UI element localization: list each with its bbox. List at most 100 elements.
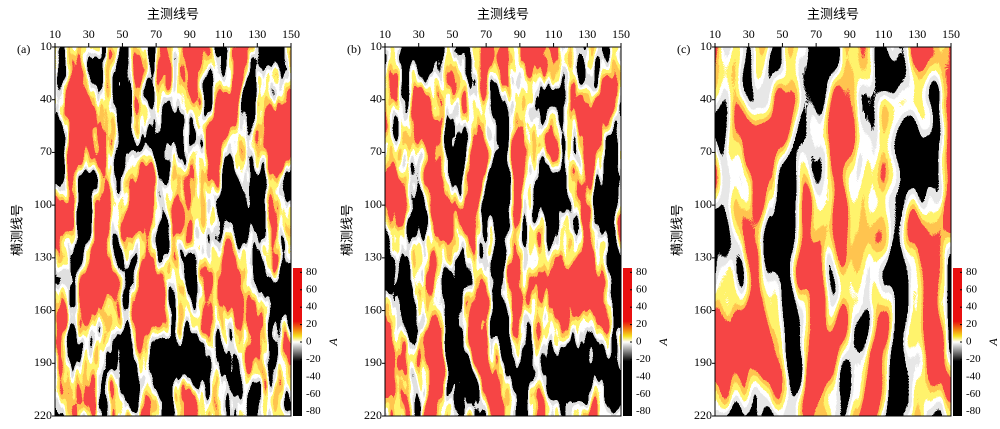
x-tick-label: 10 <box>709 27 721 41</box>
colorbar-tick-label: 60 <box>966 283 978 295</box>
x-tick-label: 70 <box>150 27 162 41</box>
y-tick-label: 160 <box>364 302 382 316</box>
attribute-map <box>715 47 951 416</box>
y-tick-label: 220 <box>34 408 52 422</box>
colorbar-tick-label: -20 <box>636 353 651 365</box>
y-tick-label: 100 <box>34 197 52 211</box>
y-tick-label: 70 <box>700 144 712 158</box>
colorbar-tick-label: -40 <box>636 370 651 382</box>
colorbar-tick-label: 0 <box>306 336 312 348</box>
x-tick-label: 90 <box>184 27 196 41</box>
x-tick-label: 70 <box>480 27 492 41</box>
colorbar-tick-label: 80 <box>966 266 978 278</box>
y-tick-label: 10 <box>40 39 52 53</box>
x-tick-label: 90 <box>514 27 526 41</box>
y-tick-label: 100 <box>364 197 382 211</box>
colorbar <box>623 268 632 416</box>
colorbar-tick-label: 80 <box>306 266 318 278</box>
x-tick-label: 10 <box>379 27 391 41</box>
x-tick-label: 110 <box>545 27 563 41</box>
colorbar-tick-label: 60 <box>306 283 318 295</box>
colorbar-tick-label: 80 <box>636 266 648 278</box>
y-tick-label: 220 <box>694 408 712 422</box>
colorbar-tick-label: 40 <box>306 301 318 313</box>
colorbar <box>953 268 962 416</box>
x-tick-label: 70 <box>810 27 822 41</box>
y-tick-label: 70 <box>40 144 52 158</box>
colorbar-tick-label: 20 <box>636 318 648 330</box>
colorbar-tick-label: 0 <box>966 336 972 348</box>
y-tick-label: 220 <box>364 408 382 422</box>
panel: 主测线号 (c) 横测线号 10 30 50 70 90 110 130 150 10 40 70 100 1… <box>671 8 1000 422</box>
y-tick-label: 130 <box>34 250 52 264</box>
colorbar-tick-label: -80 <box>306 405 321 417</box>
panel-label: (a) <box>17 42 30 56</box>
colorbar-title: A <box>986 338 1000 347</box>
x-tick-label: 110 <box>215 27 233 41</box>
x-axis-title: 主测线号 <box>477 8 529 23</box>
x-tick-label: 90 <box>844 27 856 41</box>
panel: 主测线号 (b) 横测线号 10 30 50 70 90 110 130 150 10 40 70 100 1… <box>341 8 670 422</box>
x-tick-label: 130 <box>248 27 266 41</box>
x-tick-label: 150 <box>942 27 960 41</box>
colorbar <box>293 268 302 416</box>
y-axis-title: 横测线号 <box>341 204 356 256</box>
colorbar-title: A <box>656 338 670 347</box>
colorbar-tick-label: 20 <box>966 318 978 330</box>
x-tick-label: 130 <box>578 27 596 41</box>
colorbar-tick-label: 60 <box>636 283 648 295</box>
x-tick-label: 50 <box>776 27 788 41</box>
y-axis-title: 横测线号 <box>671 204 686 256</box>
colorbar-tick-label: -60 <box>306 388 321 400</box>
colorbar-tick-label: -20 <box>966 353 981 365</box>
colorbar-tick-label: 40 <box>966 301 978 313</box>
colorbar-tick-label: -40 <box>966 370 981 382</box>
attribute-map <box>385 47 621 416</box>
colorbar-tick-label: -40 <box>306 370 321 382</box>
y-tick-label: 40 <box>370 91 382 105</box>
colorbar-tick-label: -60 <box>636 388 651 400</box>
x-tick-label: 50 <box>116 27 128 41</box>
x-tick-label: 10 <box>49 27 61 41</box>
colorbar-tick-label: 20 <box>306 318 318 330</box>
panel-label: (b) <box>347 42 361 56</box>
colorbar-title: A <box>326 338 340 347</box>
y-tick-label: 190 <box>364 355 382 369</box>
x-tick-label: 130 <box>908 27 926 41</box>
plot-frame <box>384 46 622 417</box>
colorbar-tick-label: -80 <box>636 405 651 417</box>
y-tick-label: 10 <box>370 39 382 53</box>
y-tick-label: 130 <box>364 250 382 264</box>
y-tick-label: 190 <box>34 355 52 369</box>
x-tick-label: 150 <box>282 27 300 41</box>
y-tick-label: 100 <box>694 197 712 211</box>
y-tick-label: 70 <box>370 144 382 158</box>
x-tick-label: 110 <box>875 27 893 41</box>
colorbar-tick-label: -20 <box>306 353 321 365</box>
x-tick-label: 150 <box>612 27 630 41</box>
y-tick-label: 10 <box>700 39 712 53</box>
x-axis-title: 主测线号 <box>147 8 199 23</box>
y-axis-title: 横测线号 <box>11 204 26 256</box>
y-tick-label: 130 <box>694 250 712 264</box>
attribute-map <box>55 47 291 416</box>
x-tick-label: 30 <box>83 27 95 41</box>
panel-label: (c) <box>677 42 690 56</box>
plot-frame <box>714 46 952 417</box>
y-tick-label: 160 <box>34 302 52 316</box>
y-tick-label: 40 <box>40 91 52 105</box>
y-tick-label: 190 <box>694 355 712 369</box>
plot-frame <box>54 46 292 417</box>
colorbar-tick-label: -60 <box>966 388 981 400</box>
colorbar-tick-label: -80 <box>966 405 981 417</box>
x-tick-label: 30 <box>413 27 425 41</box>
x-tick-label: 50 <box>446 27 458 41</box>
panel: 主测线号 (a) 横测线号 10 30 50 70 90 110 130 150 10 40 70 100 1… <box>11 8 340 422</box>
colorbar-tick-label: 0 <box>636 336 642 348</box>
x-axis-title: 主测线号 <box>807 8 859 23</box>
y-tick-label: 160 <box>694 302 712 316</box>
x-tick-label: 30 <box>743 27 755 41</box>
colorbar-tick-label: 40 <box>636 301 648 313</box>
y-tick-label: 40 <box>700 91 712 105</box>
